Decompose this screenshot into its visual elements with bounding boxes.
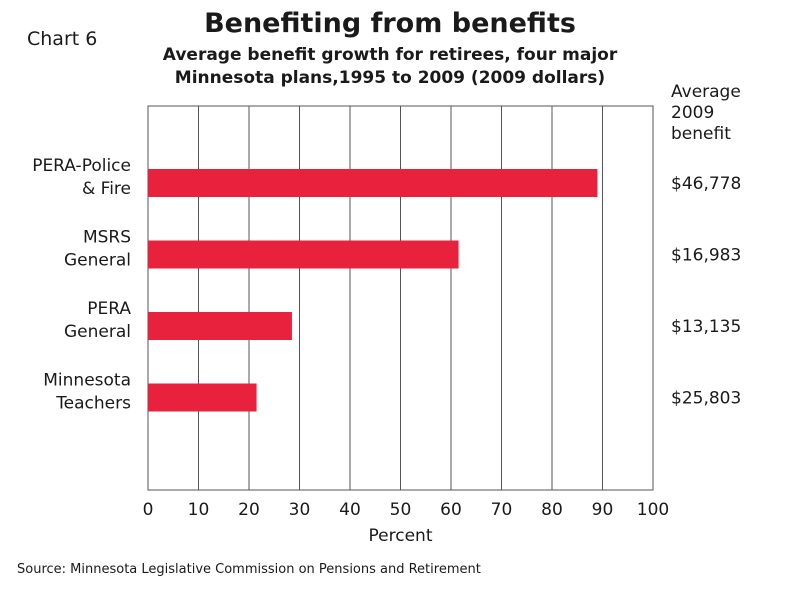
category-label-3-line-1: Teachers [55, 394, 131, 414]
x-tick-label-40: 40 [339, 500, 361, 520]
average-benefit-header-line-1: Average [671, 82, 741, 102]
subtitle-line-1: Average benefit growth for retirees, fou… [162, 45, 618, 65]
bar-0 [148, 169, 598, 197]
category-label-0-line-1: & Fire [82, 179, 131, 199]
x-tick-label-50: 50 [390, 500, 412, 520]
category-label-0-line-0: PERA-Police [32, 156, 131, 176]
chart-title: Benefiting from benefits [204, 8, 576, 39]
bar-1 [148, 240, 459, 269]
bar-3 [148, 383, 257, 412]
average-benefit-header: Average 2009 benefit [671, 82, 761, 145]
category-label-2-line-1: General [64, 322, 131, 342]
x-tick-label-100: 100 [637, 500, 669, 520]
x-tick-label-70: 70 [491, 500, 513, 520]
average-benefit-value-0: $46,778 [671, 174, 741, 194]
average-benefit-value-1: $16,983 [671, 246, 741, 266]
bar-2 [148, 312, 292, 340]
x-tick-label-20: 20 [238, 500, 260, 520]
category-label-1-line-1: General [64, 251, 131, 271]
chart-subtitle: Average benefit growth for retirees, fou… [150, 44, 630, 90]
category-label-3-line-0: Minnesota [43, 371, 131, 391]
chart-number-label: Chart 6 [27, 28, 98, 50]
subtitle-line-2: Minnesota plans,1995 to 2009 (2009 dolla… [174, 68, 606, 88]
x-tick-label-90: 90 [592, 500, 614, 520]
x-tick-label-0: 0 [143, 500, 154, 520]
average-benefit-header-line-3: benefit [671, 124, 731, 144]
category-label-1-line-0: MSRS [83, 228, 131, 248]
average-benefit-value-3: $25,803 [671, 389, 741, 409]
average-benefit-value-2: $13,135 [671, 317, 741, 337]
average-benefit-header-line-2: 2009 [671, 103, 715, 123]
source-note: Source: Minnesota Legislative Commission… [17, 562, 481, 577]
x-tick-label-80: 80 [541, 500, 563, 520]
x-tick-label-10: 10 [188, 500, 210, 520]
category-label-2-line-0: PERA [87, 299, 131, 319]
x-tick-label-60: 60 [440, 500, 462, 520]
x-axis-label: Percent [369, 526, 433, 546]
x-tick-label-30: 30 [289, 500, 311, 520]
